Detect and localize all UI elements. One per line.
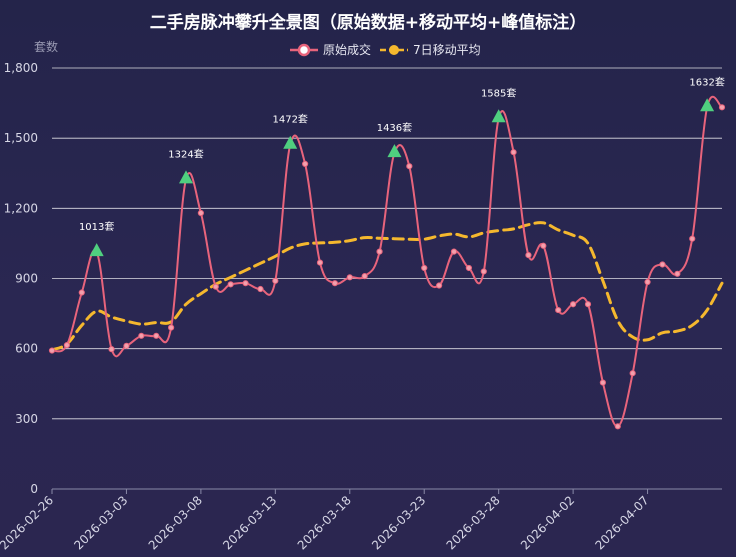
x-axis: 2026-02-26 2026-03-03 2026-03-08 2026-03-13…: [0, 489, 652, 552]
peak-marker: [700, 98, 715, 112]
data-point-raw: [346, 274, 353, 281]
peak-label: 1324套: [168, 147, 203, 160]
data-point-raw: [376, 248, 383, 255]
x-tick-label: 2026-03-13: [220, 493, 279, 552]
legend: 原始成交 7日移动平均: [290, 42, 481, 57]
series-raw: [48, 95, 726, 430]
data-point-raw: [78, 289, 85, 296]
data-point-raw: [272, 277, 279, 284]
series-line-ma: [50, 221, 724, 352]
legend-marker-ma: [389, 45, 399, 55]
data-point-raw: [212, 283, 219, 290]
data-point-raw: [138, 332, 145, 339]
data-point-raw: [510, 149, 517, 156]
x-tick-label: 2026-02-26: [0, 493, 56, 552]
data-point-raw: [450, 248, 458, 255]
data-point-raw: [659, 261, 666, 268]
x-tick-label: 2026-03-08: [146, 493, 205, 552]
peak-marker: [89, 243, 104, 257]
data-point-raw: [555, 306, 562, 314]
data-point-raw: [674, 270, 681, 277]
series-line-raw: [51, 95, 723, 428]
peak-label: 1472套: [272, 113, 307, 126]
data-point-raw: [421, 264, 428, 272]
data-point-raw: [480, 268, 487, 275]
data-point-raw: [168, 324, 175, 331]
data-point-raw: [361, 273, 368, 280]
y-tick-label: 1,800: [4, 61, 38, 75]
grid: [52, 67, 722, 490]
chart-title: 二手房脉冲攀升全景图（原始数据+移动平均+峰值标注）: [150, 12, 587, 33]
data-point-raw: [540, 242, 547, 249]
y-tick-label: 300: [15, 412, 38, 426]
peak-marker: [179, 170, 193, 184]
data-point-raw: [436, 282, 443, 289]
x-tick-label: 2026-03-28: [444, 493, 503, 552]
data-point-raw: [227, 281, 234, 288]
data-point-raw: [570, 301, 577, 308]
y-tick-label: 600: [15, 342, 38, 356]
data-point-raw: [242, 280, 249, 287]
data-point-raw: [614, 423, 621, 430]
x-tick-label: 2026-04-07: [592, 493, 651, 552]
peak-marker: [387, 144, 402, 158]
legend-marker-raw: [297, 43, 311, 57]
series-ma: [50, 221, 724, 352]
x-tick-label: 2026-03-23: [369, 493, 428, 552]
legend-label-raw: 原始成交: [323, 42, 371, 57]
data-point-raw: [644, 278, 651, 286]
data-point-raw: [257, 285, 264, 293]
x-tick-label: 2026-03-03: [71, 493, 130, 552]
data-point-raw: [153, 332, 160, 339]
data-point-raw: [584, 301, 592, 308]
data-point-raw: [525, 252, 532, 259]
legend-item-raw[interactable]: 原始成交: [290, 42, 371, 57]
y-axis: 0 300 600 900 1,200 1,500 1,800: [4, 61, 38, 496]
data-point-raw: [406, 163, 413, 170]
peak-marker: [283, 135, 298, 149]
data-point-raw: [63, 342, 70, 349]
data-point-raw: [316, 259, 324, 266]
peak-label: 1013套: [79, 220, 114, 233]
data-point-raw: [48, 347, 56, 354]
data-point-raw: [465, 264, 472, 272]
legend-item-ma[interactable]: 7日移动平均: [380, 43, 481, 57]
peak-label: 1436套: [377, 121, 412, 134]
data-point-raw: [331, 280, 338, 287]
data-point-raw: [689, 235, 696, 242]
peak-markers: 1013套 1324套 1472套 1436套 1585套 1632套: [79, 75, 725, 257]
y-tick-label: 0: [30, 482, 38, 496]
y-tick-label: 1,500: [4, 131, 38, 145]
data-point-raw: [629, 370, 636, 377]
data-point-raw: [718, 104, 726, 111]
y-axis-title: 套数: [34, 39, 58, 54]
x-tick-label: 2026-04-02: [518, 493, 577, 552]
data-point-raw: [599, 379, 606, 386]
y-tick-label: 1,200: [4, 201, 38, 215]
peak-marker: [491, 109, 506, 123]
y-tick-label: 900: [15, 272, 38, 286]
x-tick-label: 2026-03-18: [295, 493, 354, 552]
peak-label: 1585套: [481, 86, 516, 99]
data-point-raw: [197, 209, 204, 217]
data-point-raw: [123, 342, 130, 349]
peak-label: 1632套: [689, 75, 724, 88]
legend-label-ma: 7日移动平均: [413, 43, 481, 57]
data-point-raw: [302, 160, 309, 167]
data-point-raw: [108, 346, 115, 353]
